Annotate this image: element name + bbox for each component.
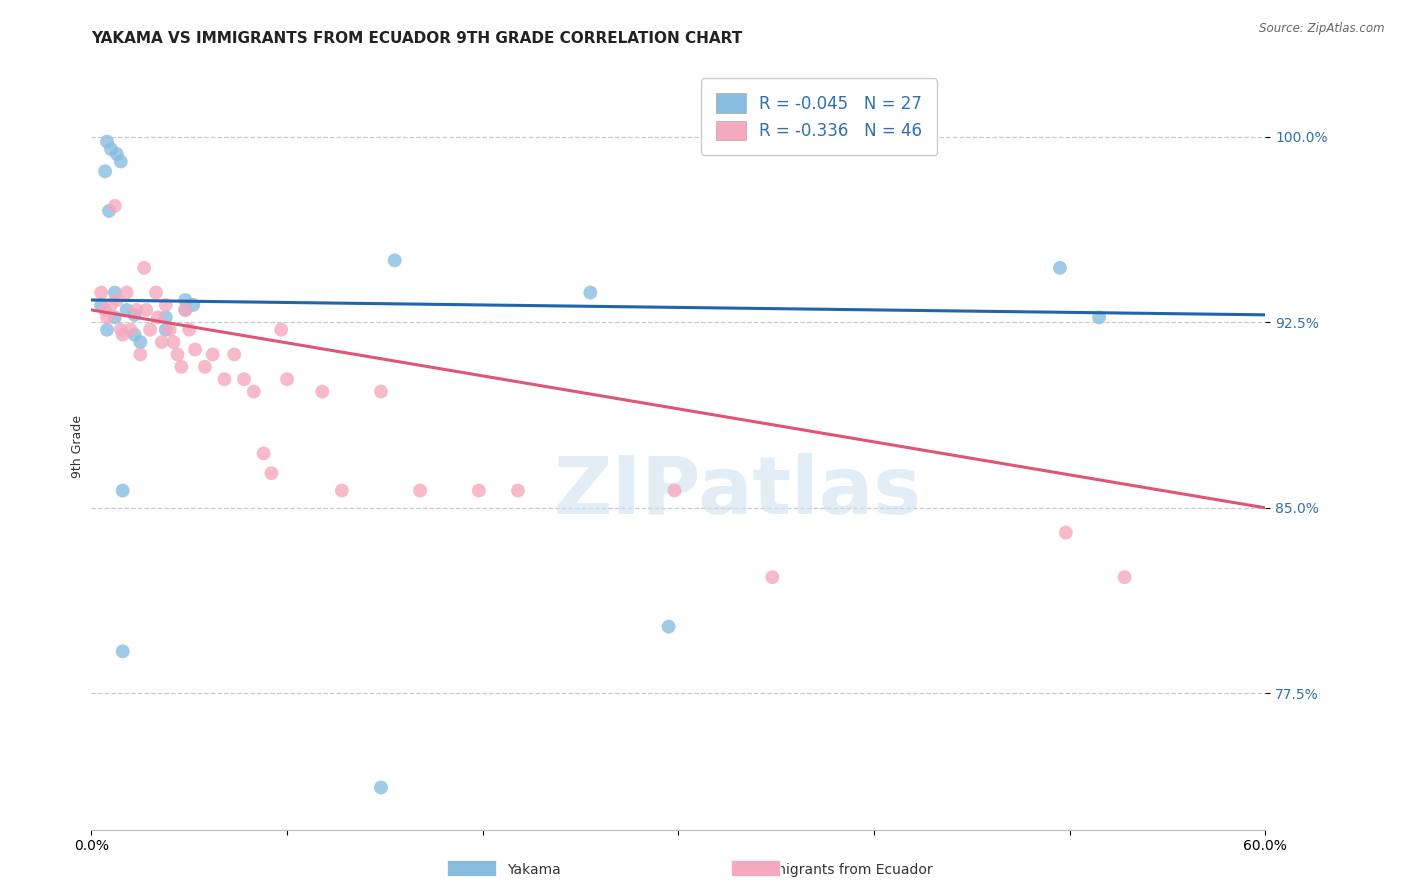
Text: ZIPatlas: ZIPatlas bbox=[553, 453, 921, 531]
Point bbox=[384, 253, 406, 268]
Point bbox=[94, 164, 117, 178]
Point bbox=[111, 327, 134, 342]
Point bbox=[194, 359, 217, 374]
Point bbox=[184, 343, 207, 357]
Text: Source: ZipAtlas.com: Source: ZipAtlas.com bbox=[1260, 22, 1385, 36]
Point bbox=[276, 372, 298, 386]
Point bbox=[1049, 260, 1071, 275]
Point bbox=[134, 260, 156, 275]
Point bbox=[111, 644, 134, 658]
Point bbox=[170, 359, 193, 374]
Point bbox=[201, 347, 224, 361]
Point bbox=[270, 323, 292, 337]
Point bbox=[311, 384, 333, 399]
Point bbox=[658, 620, 681, 634]
Point bbox=[96, 135, 118, 149]
Point bbox=[579, 285, 602, 300]
Point bbox=[370, 384, 392, 399]
Point bbox=[129, 347, 152, 361]
Point bbox=[110, 323, 132, 337]
Point bbox=[150, 334, 173, 349]
Point bbox=[179, 323, 201, 337]
Point bbox=[105, 293, 128, 307]
Point bbox=[1114, 570, 1136, 584]
Point bbox=[124, 327, 146, 342]
Point bbox=[370, 780, 392, 795]
Point bbox=[129, 334, 152, 349]
Point bbox=[243, 384, 266, 399]
Point bbox=[90, 298, 112, 312]
Point bbox=[468, 483, 491, 498]
Point bbox=[761, 570, 783, 584]
Point bbox=[96, 323, 118, 337]
Text: Immigrants from Ecuador: Immigrants from Ecuador bbox=[755, 863, 932, 877]
Point bbox=[174, 302, 197, 317]
Point bbox=[96, 310, 118, 325]
Text: YAKAMA VS IMMIGRANTS FROM ECUADOR 9TH GRADE CORRELATION CHART: YAKAMA VS IMMIGRANTS FROM ECUADOR 9TH GR… bbox=[91, 31, 742, 46]
Point bbox=[104, 285, 127, 300]
Point bbox=[124, 308, 146, 322]
Point bbox=[260, 467, 283, 481]
Point bbox=[139, 323, 162, 337]
Point bbox=[94, 302, 117, 317]
Point bbox=[135, 302, 157, 317]
Point bbox=[252, 446, 274, 460]
Point bbox=[111, 483, 134, 498]
Point bbox=[162, 334, 184, 349]
Point bbox=[146, 310, 169, 325]
Text: Yakama: Yakama bbox=[508, 863, 561, 877]
Point bbox=[330, 483, 353, 498]
Point bbox=[155, 323, 177, 337]
Point bbox=[155, 298, 177, 312]
Point bbox=[174, 302, 197, 317]
Y-axis label: 9th Grade: 9th Grade bbox=[72, 415, 84, 477]
Point bbox=[125, 302, 148, 317]
Point bbox=[233, 372, 256, 386]
Point bbox=[174, 293, 197, 307]
Point bbox=[115, 285, 138, 300]
Point bbox=[104, 199, 127, 213]
Point bbox=[105, 147, 128, 161]
Point bbox=[1054, 525, 1077, 540]
Point bbox=[224, 347, 246, 361]
Point bbox=[155, 310, 177, 325]
Point bbox=[159, 323, 181, 337]
Point bbox=[166, 347, 188, 361]
Point bbox=[110, 154, 132, 169]
Point bbox=[100, 298, 122, 312]
Point bbox=[115, 302, 138, 317]
Point bbox=[120, 323, 142, 337]
Point bbox=[90, 285, 112, 300]
Point bbox=[181, 298, 204, 312]
Point bbox=[145, 285, 167, 300]
Legend: R = -0.045   N = 27, R = -0.336   N = 46: R = -0.045 N = 27, R = -0.336 N = 46 bbox=[702, 78, 938, 155]
Point bbox=[104, 310, 127, 325]
Point bbox=[409, 483, 432, 498]
Point bbox=[664, 483, 686, 498]
Point bbox=[1088, 310, 1111, 325]
Point bbox=[98, 203, 121, 218]
Point bbox=[506, 483, 529, 498]
Point bbox=[100, 142, 122, 156]
Point bbox=[214, 372, 236, 386]
